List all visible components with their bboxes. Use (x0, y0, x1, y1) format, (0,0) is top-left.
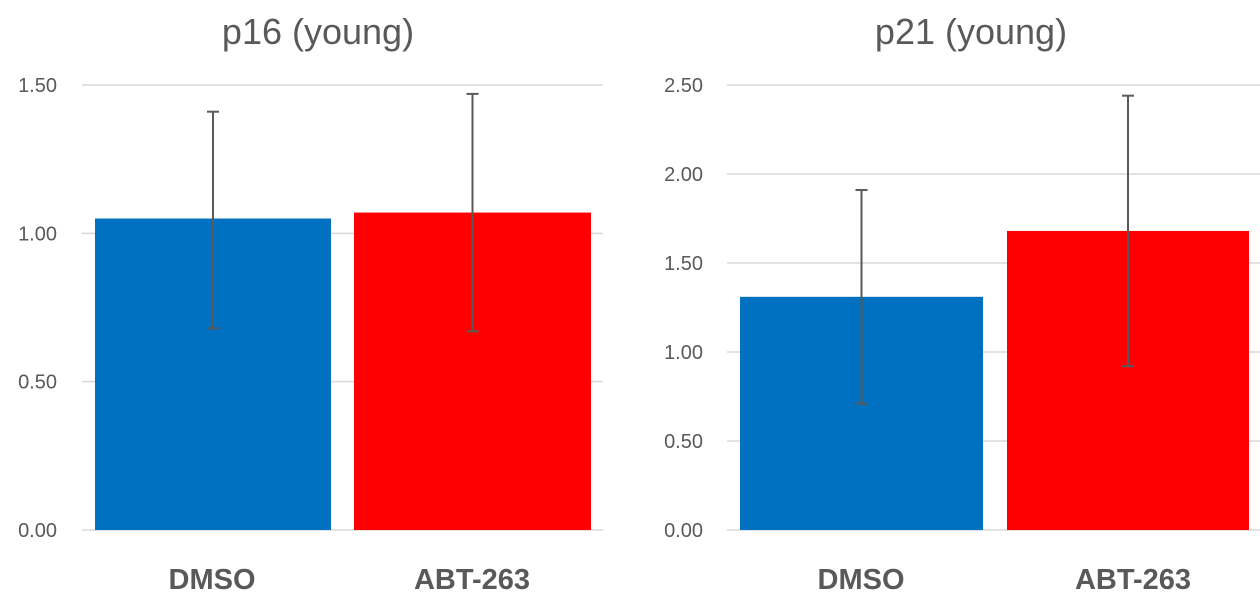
y-axis-ticks: 0.00 0.50 1.00 1.50 2.00 2.50 (664, 75, 703, 542)
chart-p16-panel: p16 (young) 0.00 0.50 1.00 1.50 DMSO ABT-26… (18, 11, 603, 592)
error-bar (1122, 94, 1134, 368)
y-tick-label: 1.00 (664, 342, 703, 364)
y-tick-label: 0.50 (18, 372, 57, 394)
chart-p21-panel: p21 (young) 0.00 0.50 1.00 1.50 2.00 2.50 DMS… (664, 11, 1260, 592)
bars (740, 230, 1249, 530)
y-tick-label: 1.00 (18, 223, 57, 245)
y-tick-label: 1.50 (18, 75, 57, 97)
error-bars (207, 92, 479, 333)
chart-title: p16 (young) (222, 11, 414, 52)
y-axis-ticks: 0.00 0.50 1.00 1.50 (18, 75, 57, 542)
x-axis-labels: DMSO ABT-263 (169, 564, 531, 592)
y-tick-label: 1.50 (664, 253, 703, 275)
y-tick-label: 2.00 (664, 164, 703, 186)
y-tick-label: 2.50 (664, 75, 703, 97)
error-bar (466, 92, 479, 333)
x-tick-label: ABT-263 (414, 564, 530, 592)
x-tick-label: ABT-263 (1075, 564, 1191, 592)
error-bar (855, 189, 868, 405)
error-bars (855, 94, 1134, 405)
y-tick-label: 0.00 (18, 520, 57, 542)
error-bar (207, 110, 219, 330)
x-axis-labels: DMSO ABT-263 (818, 564, 1192, 592)
bars (95, 212, 591, 531)
x-tick-label: DMSO (818, 564, 905, 592)
x-tick-label: DMSO (169, 564, 256, 592)
chart-title: p21 (young) (875, 11, 1067, 52)
y-tick-label: 0.00 (664, 520, 703, 542)
y-tick-label: 0.50 (664, 431, 703, 453)
